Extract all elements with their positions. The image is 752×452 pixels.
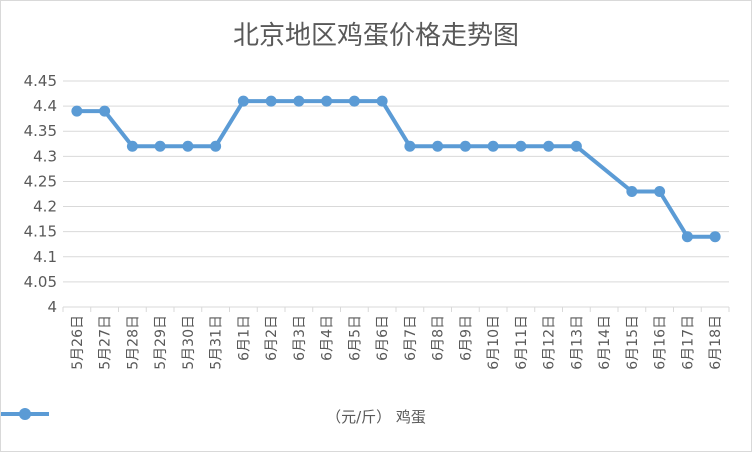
chart-legend: （元/斤） 鸡蛋 — [1, 406, 751, 427]
series-line — [76, 99, 716, 239]
data-point — [321, 95, 333, 107]
data-point — [237, 95, 249, 107]
data-point — [570, 140, 582, 152]
y-tick-label: 4.1 — [33, 248, 57, 266]
x-tick-label: 6月8日 — [431, 315, 447, 361]
x-tick-label: 6月18日 — [708, 315, 724, 370]
x-tick-label: 6月15日 — [625, 315, 641, 370]
y-tick-label: 4.25 — [24, 172, 57, 190]
legend-line-marker-icon — [1, 408, 49, 420]
line-chart: 4 4.05 4.1 4.15 4.2 4.25 4.3 4.35 4.4 4.45 5月26日 5月… — [24, 72, 730, 370]
y-tick-label: 4.05 — [24, 273, 57, 291]
data-point — [459, 140, 471, 152]
y-tick-label: 4.35 — [24, 122, 57, 140]
data-point — [654, 185, 666, 197]
data-point — [126, 140, 138, 152]
data-point — [543, 140, 555, 152]
x-tick-label: 6月4日 — [320, 315, 336, 361]
data-point — [487, 140, 499, 152]
data-point — [99, 105, 111, 117]
legend-label: （元/斤） 鸡蛋 — [326, 408, 426, 426]
data-point — [404, 140, 416, 152]
x-tick-label: 5月26日 — [70, 315, 86, 370]
data-point — [376, 95, 388, 107]
x-tick-label: 6月11日 — [514, 315, 530, 370]
data-point — [515, 140, 527, 152]
x-tick-label: 6月6日 — [375, 315, 391, 361]
data-point — [210, 140, 222, 152]
x-tick-label: 6月14日 — [597, 315, 613, 370]
x-tick-label: 6月2日 — [264, 315, 280, 361]
data-point — [432, 140, 444, 152]
x-tick-label: 5月31日 — [209, 315, 225, 370]
x-tick-label: 6月7日 — [403, 315, 419, 361]
x-tick-label: 6月16日 — [653, 315, 669, 370]
x-tick-label: 5月27日 — [98, 315, 114, 370]
y-tick-label: 4.3 — [33, 147, 57, 165]
x-tick-label: 6月12日 — [542, 315, 558, 370]
data-point — [182, 140, 194, 152]
y-tick-label: 4.45 — [24, 72, 57, 90]
x-tick-label: 5月29日 — [153, 315, 169, 370]
data-point — [709, 231, 721, 243]
y-tick-label: 4.15 — [24, 223, 57, 241]
data-point — [681, 231, 693, 243]
x-tick-label: 6月13日 — [569, 315, 585, 370]
data-point — [293, 95, 305, 107]
x-tick-label: 6月5日 — [347, 315, 363, 361]
x-tick-label: 6月9日 — [458, 315, 474, 361]
y-tick-label: 4 — [47, 298, 57, 316]
data-point — [154, 140, 166, 152]
x-tick-label: 6月1日 — [236, 315, 252, 361]
x-tick-label: 6月3日 — [292, 315, 308, 361]
x-tick-label: 5月30日 — [181, 315, 197, 370]
data-point — [348, 95, 360, 107]
x-tick-label: 6月10日 — [486, 315, 502, 370]
y-tick-label: 4.2 — [33, 198, 57, 216]
data-point — [71, 105, 83, 117]
data-point — [265, 95, 277, 107]
data-point — [626, 185, 638, 197]
x-tick-label: 6月17日 — [680, 315, 696, 370]
y-tick-label: 4.4 — [33, 97, 57, 115]
x-tick-label: 5月28日 — [125, 315, 141, 370]
chart-title: 北京地区鸡蛋价格走势图 — [232, 21, 519, 51]
